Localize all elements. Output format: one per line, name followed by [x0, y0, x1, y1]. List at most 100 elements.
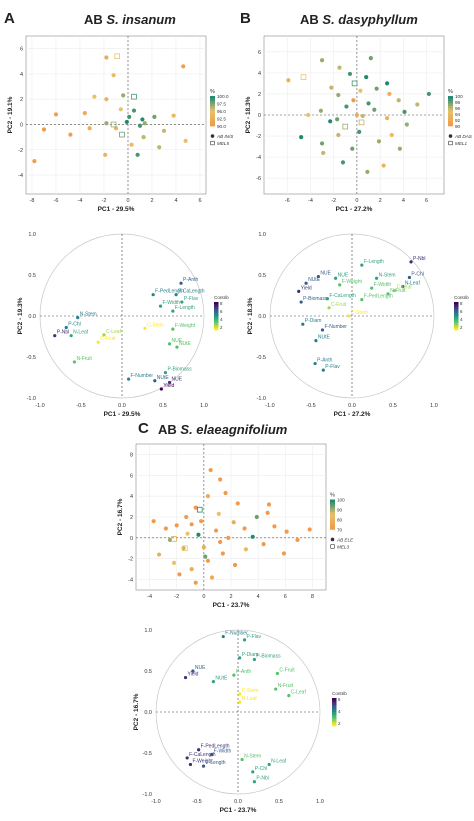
c-score-point	[156, 552, 162, 557]
c-load-color-legend-title: Contrib	[332, 691, 347, 696]
b-score-point	[336, 92, 341, 98]
c-score-point	[226, 535, 231, 540]
c-score-y-tick-label: 2	[130, 515, 133, 521]
b-load-variable-label: P-Nbl	[413, 256, 426, 262]
c-load-variable-point	[183, 675, 188, 680]
panel-title-c-species: S. elaeagnifolium	[180, 422, 288, 437]
b-score-color-legend-title: %	[448, 89, 453, 95]
a-load-variable-point	[153, 379, 157, 383]
panel-title-c: AB S. elaeagnifolium	[158, 422, 287, 437]
c-score-point	[177, 572, 182, 577]
c-score-point	[209, 575, 215, 580]
a-score-point-square	[110, 121, 117, 128]
b-load-x-tick-label: 0.0	[348, 403, 356, 409]
c-load-variable-label: NUtE	[215, 676, 228, 682]
c-load-variable-point	[238, 656, 242, 660]
a-load-y-tick-label: -0.5	[27, 355, 36, 361]
a-load-variable-label: Yield	[163, 383, 174, 389]
c-load-variable-label: P-Flav	[247, 634, 262, 640]
b-load-color-legend-swatch	[454, 316, 459, 319]
a-score-point	[111, 73, 116, 78]
b-load-variable-point	[370, 286, 374, 290]
c-load-y-tick-label: 0.5	[144, 669, 152, 675]
b-score-point	[387, 91, 392, 97]
b-load-variable-label: N-Stem	[379, 272, 396, 278]
c-load-x-tick-label: 0.0	[234, 799, 242, 805]
c-load-color-legend-tick: 4	[338, 709, 341, 714]
a-score-point	[82, 111, 87, 116]
a-score-point	[124, 119, 129, 125]
c-score-point	[223, 490, 228, 496]
b-score-point	[376, 139, 382, 144]
c-score-color-legend-swatch	[330, 519, 335, 523]
b-score-x-axis-label: PC1 - 27.2%	[336, 206, 373, 213]
b-score-color-legend-swatch	[448, 108, 453, 112]
c-score-color-legend-swatch	[330, 499, 335, 503]
c-load-variable-point	[211, 680, 215, 684]
c-score-point	[266, 502, 272, 507]
c-score-point	[218, 539, 223, 545]
c-load-x-tick-label: -0.5	[192, 799, 201, 805]
c-score-point	[205, 494, 211, 499]
a-load-color-legend-swatch	[214, 323, 219, 326]
c-load-variable-label: C-Stem	[242, 688, 259, 694]
c-score-x-tick-label: -2	[174, 594, 179, 600]
b-score-x-tick-label: -4	[308, 198, 313, 204]
c-load-y-tick-label: 0.0	[144, 710, 152, 716]
c-load-variable-label: P-Anth	[236, 669, 252, 675]
a-load-color-legend-tick: 4	[220, 317, 223, 322]
c-load-color-legend-swatch	[332, 712, 337, 715]
a-score-point	[127, 114, 132, 119]
b-score-shape-legend-square	[448, 140, 453, 146]
panel-letter-c: C	[138, 420, 149, 437]
c-load-variable-point	[197, 748, 201, 752]
a-load-variable-label: F-PedLength	[155, 289, 184, 295]
a-load-color-legend-swatch	[214, 316, 219, 319]
a-score-point	[157, 145, 162, 150]
b-load-variable-label: NUtE	[318, 335, 331, 341]
b-load-variable-point	[304, 281, 308, 285]
c-load-variable-label: C-Fruit	[279, 667, 295, 673]
b-score-y-axis-label: PC2 - 18.3%	[245, 96, 252, 133]
score-plot-c: -4 -2 0 2 4 6 8 -4 -2 0 2 4 6 8 PC1 - 23.7% PC2 - 16.7%…	[117, 443, 354, 609]
a-score-y-axis-label: PC2 - 19.1%	[7, 96, 14, 133]
a-score-color-legend-tick: 92.5	[217, 117, 226, 122]
b-load-color-legend-swatch	[454, 313, 459, 317]
b-load-color-legend-swatch	[454, 304, 459, 307]
a-load-variable-point	[96, 340, 100, 344]
b-score-point	[364, 74, 369, 80]
b-load-variable-label: F-Number	[324, 324, 347, 330]
a-score-y-tick-label: -4	[18, 173, 23, 179]
a-load-y-tick-label: 0.0	[28, 314, 36, 320]
a-score-color-legend-title: %	[210, 89, 215, 95]
a-load-y-tick-label: 0.5	[28, 273, 36, 279]
c-load-x-tick-label: -1.0	[151, 799, 160, 805]
panel-title-a-species: S. insanum	[106, 12, 176, 27]
b-load-variable-point	[313, 361, 317, 366]
c-load-color-legend-tick: 2	[338, 721, 341, 726]
b-load-color-legend-swatch	[454, 325, 459, 328]
a-score-color-legend-tick: 100.0	[217, 94, 229, 99]
c-load-color-legend-swatch	[332, 721, 337, 724]
b-score-y-tick-label: -2	[256, 134, 261, 140]
a-score-y-tick-label: 2	[20, 97, 23, 103]
b-load-variable-label: N-Fruit	[390, 288, 406, 294]
b-load-variable-label: P-Anth	[317, 358, 333, 364]
c-score-point	[208, 467, 213, 473]
c-load-variable-label: N-Stem	[244, 754, 261, 760]
b-load-x-tick-label: -0.5	[306, 403, 315, 409]
a-load-color-legend-tick: 8	[220, 301, 223, 306]
a-score-point	[152, 114, 157, 119]
a-score-point	[142, 121, 147, 126]
c-load-variable-point	[210, 753, 214, 757]
c-load-color-legend-swatch	[332, 709, 337, 713]
c-score-x-tick-label: 6	[284, 594, 287, 600]
b-load-color-legend-swatch	[454, 318, 459, 321]
loading-plot-a: -1.0 -0.5 0.0 0.5 1.0 1.0 0.5 0.0 -0.5 -1.0 PC1 - …	[17, 232, 229, 418]
a-score-point	[121, 93, 126, 98]
a-load-color-legend-swatch	[214, 311, 219, 314]
a-load-variable-point	[171, 309, 175, 313]
c-score-point-square	[171, 536, 177, 542]
c-score-shape-legend-square	[330, 544, 335, 549]
a-load-variable-point	[180, 300, 184, 304]
